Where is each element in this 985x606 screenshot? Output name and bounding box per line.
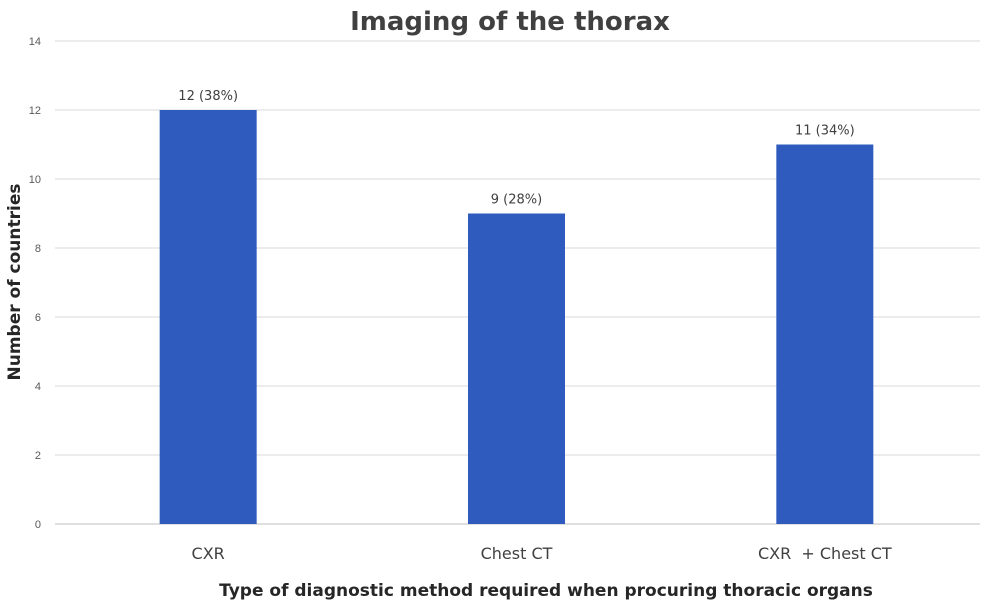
y-tick-label: 12 [29,105,41,117]
bar [468,213,565,524]
chart-title: Imaging of the thorax [350,7,670,37]
bar [159,110,257,524]
y-tick-label: 14 [29,36,41,48]
y-tick-label: 0 [35,519,41,531]
y-axis-ticks: 0 2 4 6 8 10 12 14 [29,36,41,531]
y-axis-title: Number of countries [5,184,25,381]
data-labels: 12 (38%) 9 (28%) 11 (34%) [178,89,854,208]
y-tick-label: 6 [35,312,41,324]
bar-data-label: 12 (38%) [178,89,238,104]
x-axis-title: Type of diagnostic method required when … [219,581,873,601]
y-tick-label: 8 [35,243,41,255]
bars [159,110,874,524]
y-tick-label: 2 [35,450,41,462]
x-tick-label: CXR + Chest CT [758,544,892,563]
x-tick-label: CXR [192,544,225,563]
y-tick-label: 4 [35,381,41,393]
x-tick-label: Chest CT [481,544,553,563]
bar-data-label: 9 (28%) [491,193,542,208]
bar-data-label: 11 (34%) [795,124,855,139]
x-axis-ticks: CXR Chest CT CXR + Chest CT [192,544,892,563]
bar [776,144,874,524]
y-tick-label: 10 [29,174,41,186]
